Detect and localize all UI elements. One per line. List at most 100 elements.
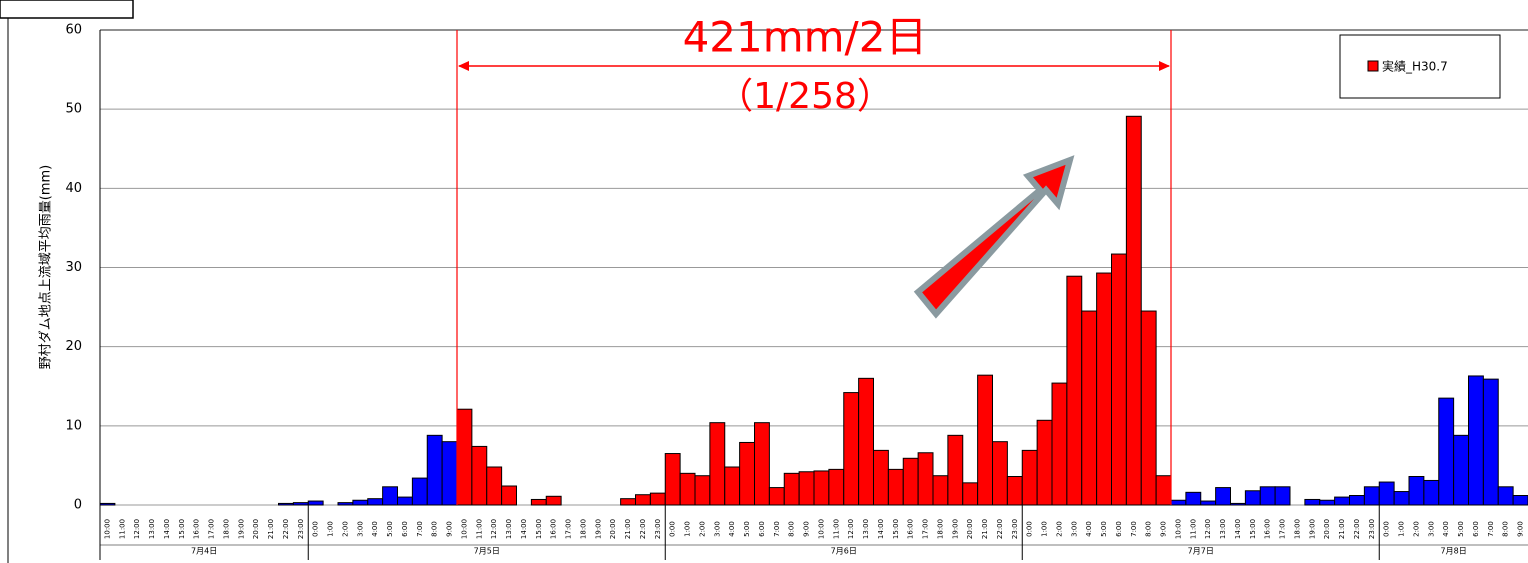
x-tick-label: 22:00 [996, 519, 1004, 539]
bar [798, 471, 815, 506]
bar [1185, 491, 1202, 506]
x-tick-label: 3:00 [1070, 521, 1078, 537]
x-tick-label: 5:00 [743, 521, 751, 537]
x-tick-label: 7:00 [1487, 521, 1495, 537]
x-tick-label: 3:00 [713, 521, 721, 537]
bar [441, 441, 458, 506]
y-axis-label: 野村ダム地点上流域平均雨量(mm) [39, 165, 54, 369]
bar [426, 434, 443, 506]
y-tick-label: 60 [65, 23, 82, 38]
x-tick-label: 6:00 [1115, 521, 1123, 537]
day-label: 7月8日 [1441, 547, 1467, 556]
x-tick-label: 16:00 [550, 519, 558, 539]
bar [1111, 253, 1127, 506]
bar [411, 477, 428, 506]
y-tick-label: 20 [65, 339, 82, 354]
x-tick-label: 21:00 [624, 519, 632, 539]
x-tick-label: 19:00 [951, 519, 959, 539]
x-tick-label: 8:00 [1145, 521, 1153, 537]
x-tick-label: 15:00 [892, 519, 900, 539]
bar [1066, 275, 1083, 506]
bar [1512, 495, 1528, 506]
bar [858, 377, 874, 506]
legend-box [1339, 34, 1501, 99]
x-tick-label: 7:00 [773, 521, 781, 537]
bar [992, 441, 1008, 506]
x-tick-label: 17:00 [565, 519, 573, 539]
bar [1140, 310, 1157, 506]
x-tick-label: 10:00 [460, 519, 468, 539]
x-tick-label: 0:00 [1026, 521, 1034, 537]
x-tick-label: 0:00 [669, 521, 677, 537]
x-tick-label: 23:00 [297, 519, 305, 539]
x-tick-label: 10:00 [817, 519, 825, 539]
x-tick-label: 13:00 [1219, 519, 1227, 539]
bar [902, 457, 919, 506]
x-tick-label: 9:00 [1160, 521, 1168, 537]
x-tick-label: 19:00 [1308, 519, 1316, 539]
bar [545, 495, 562, 506]
bar [292, 502, 309, 506]
bar [1497, 486, 1514, 506]
x-tick-label: 0:00 [312, 521, 320, 537]
x-tick-label: 1:00 [1041, 521, 1049, 537]
y-tick-label: 10 [65, 418, 82, 433]
bar [1230, 502, 1246, 506]
bar [1319, 499, 1336, 506]
day-label: 7月7日 [1188, 547, 1214, 556]
bar [1200, 500, 1217, 506]
x-tick-label: 19:00 [237, 519, 245, 539]
bar [664, 453, 681, 506]
x-tick-label: 9:00 [803, 521, 811, 537]
bar [679, 472, 696, 506]
corner-box [0, 0, 134, 19]
bar [887, 468, 904, 506]
x-tick-label: 20:00 [252, 519, 260, 539]
x-tick-label: 18:00 [222, 519, 230, 539]
bar [620, 498, 636, 506]
x-tick-label: 16:00 [1264, 519, 1272, 539]
bar [739, 441, 755, 506]
x-tick-label: 16:00 [193, 519, 201, 539]
bar [382, 486, 398, 506]
bar [754, 422, 770, 506]
x-tick-label: 17:00 [922, 519, 930, 539]
bar [828, 468, 845, 506]
bar [709, 422, 726, 506]
x-tick-label: 10:00 [103, 519, 111, 539]
x-tick-label: 2:00 [1412, 521, 1420, 537]
bar [1259, 486, 1276, 506]
x-tick-label: 2:00 [341, 521, 349, 537]
bar [471, 445, 488, 506]
x-tick-label: 15:00 [178, 519, 186, 539]
x-tick-label: 23:00 [1368, 519, 1376, 539]
bar [1393, 491, 1410, 506]
x-tick-label: 4:00 [1085, 521, 1093, 537]
x-tick-label: 14:00 [1234, 519, 1242, 539]
bar [1453, 434, 1469, 506]
day-label: 7月4日 [191, 547, 217, 556]
bar [352, 499, 369, 506]
x-tick-label: 15:00 [1249, 519, 1257, 539]
bar [1482, 378, 1499, 506]
bar [813, 470, 830, 506]
arrow [913, 155, 1075, 319]
bar [1096, 272, 1112, 506]
bar [1438, 397, 1455, 506]
bar [486, 466, 503, 506]
bar [1006, 476, 1023, 506]
bar [649, 492, 666, 506]
range-arrowhead [458, 61, 469, 71]
x-tick-label: 12:00 [490, 519, 498, 539]
x-tick-label: 12:00 [847, 519, 855, 539]
legend-label: 実績_H30.7 [1382, 59, 1448, 74]
x-tick-label: 18:00 [579, 519, 587, 539]
x-tick-label: 4:00 [1442, 521, 1450, 537]
x-tick-label: 1:00 [684, 521, 692, 537]
bar [1304, 498, 1321, 506]
x-tick-label: 8:00 [431, 521, 439, 537]
bar [947, 434, 964, 506]
y-tick-label: 50 [65, 102, 82, 117]
x-tick-label: 2:00 [1055, 521, 1063, 537]
